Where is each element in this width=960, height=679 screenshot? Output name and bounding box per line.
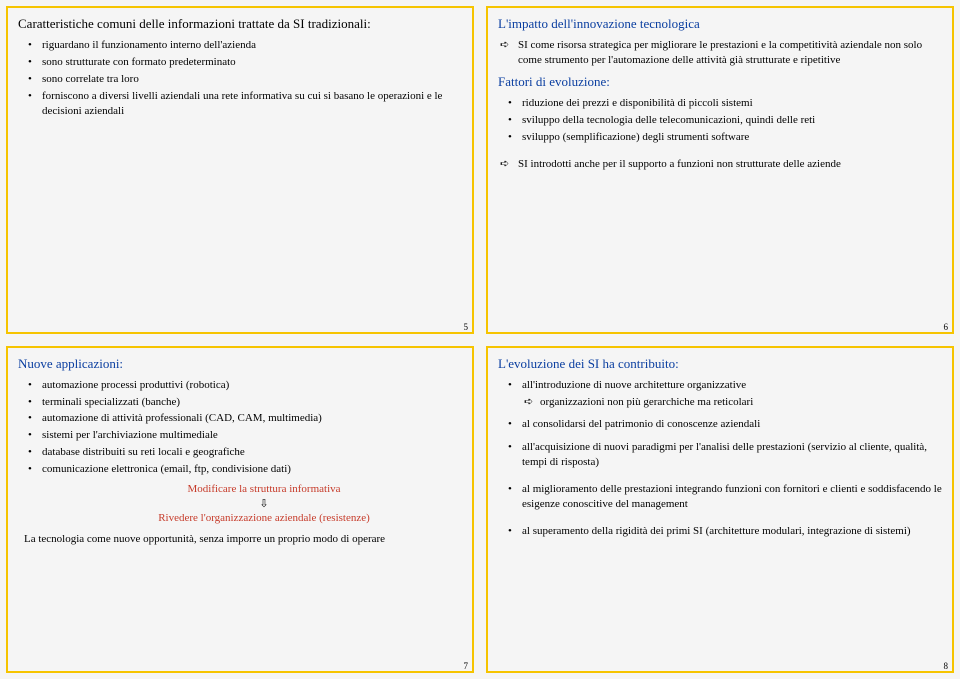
down-arrow-icon: ⇩ [62,497,466,510]
list-item: al superamento della rigidità dei primi … [512,524,946,539]
list-item: comunicazione elettronica (email, ftp, c… [32,462,466,477]
page-number: 8 [944,661,949,671]
slide-6: L'impatto dell'innovazione tecnologica S… [480,0,960,340]
slide6-bullets: riduzione dei prezzi e disponibilità di … [494,96,946,145]
slide6-arrow1: SI come risorsa strategica per migliorar… [504,38,946,68]
page-number: 6 [944,322,949,332]
slide7-bullets: automazione processi produttivi (robotic… [14,378,466,477]
list-item: sviluppo (semplificazione) degli strumen… [512,130,946,145]
page-number: 7 [464,661,469,671]
slide-8: L'evoluzione dei SI ha contribuito: all'… [480,340,960,679]
list-item: riguardano il funzionamento interno dell… [32,38,466,53]
list-item: al consolidarsi del patrimonio di conosc… [512,417,946,432]
list-item: all'introduzione di nuove architetture o… [512,378,946,410]
list-item: sono strutturate con formato predetermin… [32,55,466,70]
list-item: sono correlate tra loro [32,72,466,87]
slide7-red1: Modificare la struttura informativa [62,483,466,495]
slide-7: Nuove applicazioni: automazione processi… [0,340,480,679]
slide7-red-block: Modificare la struttura informativa ⇩ Ri… [62,483,466,524]
slide5-bullets: riguardano il funzionamento interno dell… [14,38,466,118]
list-item: all'acquisizione di nuovi paradigmi per … [512,440,946,470]
slide8-bullets: all'introduzione di nuove architetture o… [494,378,946,539]
page-number: 5 [464,322,469,332]
slide7-footer: La tecnologia come nuove opportunità, se… [24,532,462,546]
bullet-text: all'introduzione di nuove architetture o… [522,379,746,391]
list-item: terminali specializzati (banche) [32,395,466,410]
slide5-title: Caratteristiche comuni delle informazion… [18,16,462,32]
slide6-title1: L'impatto dell'innovazione tecnologica [498,16,942,32]
slide7-title: Nuove applicazioni: [18,356,462,372]
list-item: riduzione dei prezzi e disponibilità di … [512,96,946,111]
slide6-arrow2: SI introdotti anche per il supporto a fu… [504,157,946,172]
list-item: al miglioramento delle prestazioni integ… [512,482,946,512]
sub-arrow: organizzazioni non più gerarchiche ma re… [526,395,946,410]
list-item: sistemi per l'archiviazione multimediale [32,428,466,443]
list-item: sviluppo della tecnologia delle telecomu… [512,113,946,128]
slide-5: Caratteristiche comuni delle informazion… [0,0,480,340]
slide6-title2: Fattori di evoluzione: [498,74,942,90]
list-item: forniscono a diversi livelli aziendali u… [32,89,466,119]
slide7-red2: Rivedere l'organizzazione aziendale (res… [62,512,466,524]
slide-grid: Caratteristiche comuni delle informazion… [0,0,960,679]
list-item: database distribuiti su reti locali e ge… [32,445,466,460]
list-item: automazione processi produttivi (robotic… [32,378,466,393]
slide8-title: L'evoluzione dei SI ha contribuito: [498,356,942,372]
list-item: automazione di attività professionali (C… [32,411,466,426]
